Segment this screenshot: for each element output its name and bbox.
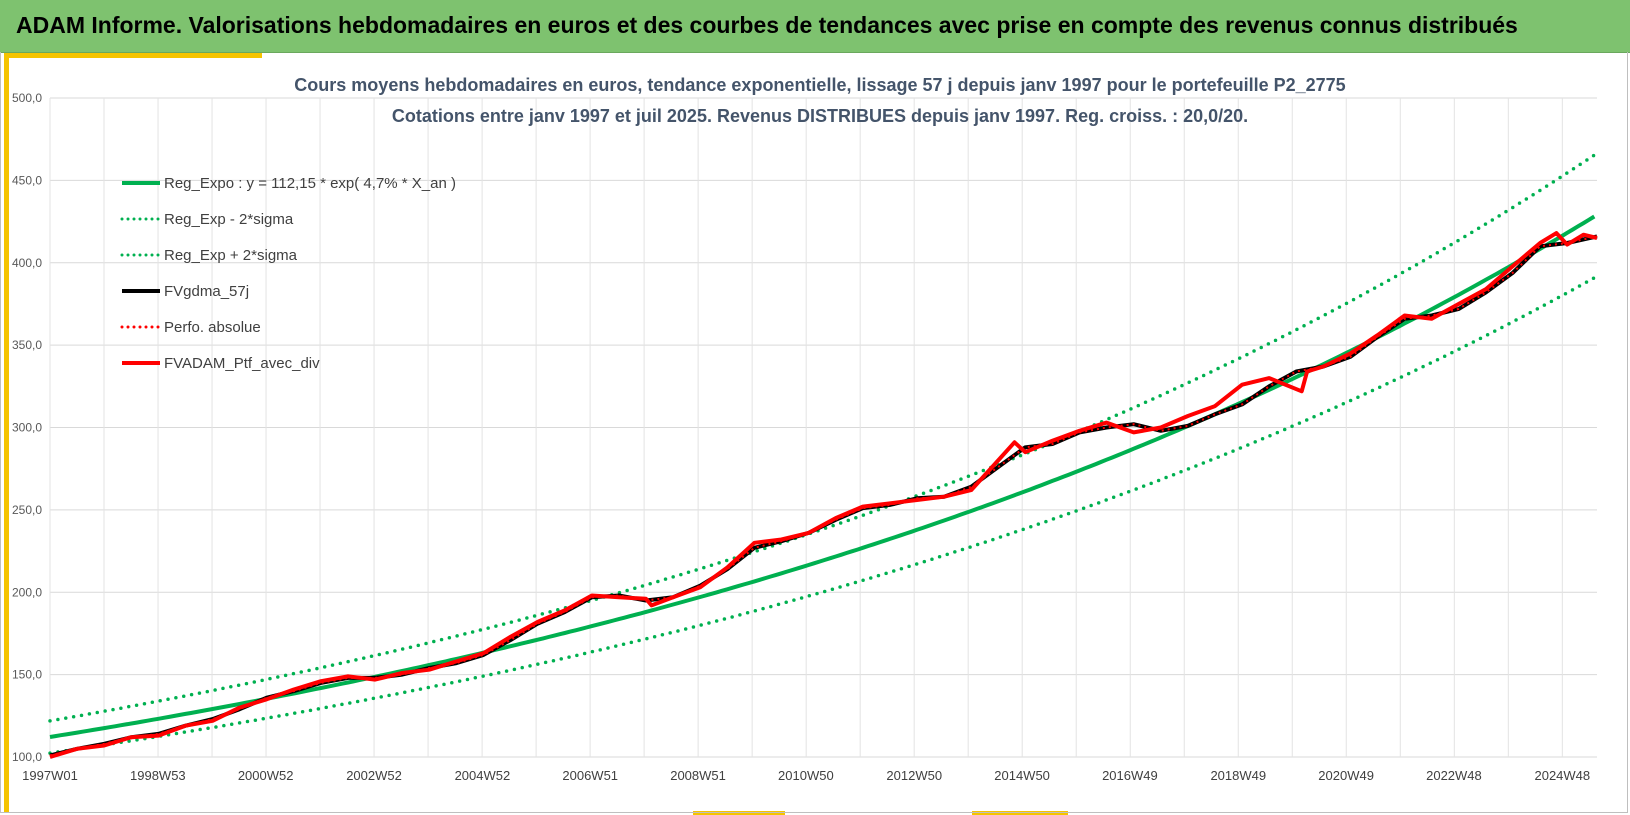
y-tick-label: 500,0 bbox=[12, 91, 42, 105]
accent-bar-bottom-2 bbox=[972, 811, 1068, 815]
x-tick-label: 2014W50 bbox=[994, 768, 1050, 783]
legend-label: Reg_Exp - 2*sigma bbox=[164, 211, 294, 228]
chart-title-line-2: Cotations entre janv 1997 et juil 2025. … bbox=[392, 106, 1248, 126]
x-tick-label: 2022W48 bbox=[1426, 768, 1482, 783]
x-tick-label: 2012W50 bbox=[886, 768, 942, 783]
y-tick-label: 150,0 bbox=[12, 668, 42, 682]
x-tick-label: 2006W51 bbox=[562, 768, 618, 783]
series-reg-minus-2sigma bbox=[48, 276, 1597, 755]
x-tick-label: 2002W52 bbox=[346, 768, 402, 783]
series-reg-expo bbox=[49, 214, 1596, 739]
series-perfo-absolue bbox=[49, 235, 1598, 757]
y-tick-label: 200,0 bbox=[12, 585, 42, 599]
x-tick-label: 2018W49 bbox=[1210, 768, 1266, 783]
x-tick-label: 1998W53 bbox=[130, 768, 186, 783]
page-title: ADAM Informe. Valorisations hebdomadaire… bbox=[16, 12, 1518, 38]
x-tick-label: 2000W52 bbox=[238, 768, 294, 783]
gridlines bbox=[49, 97, 1597, 758]
y-axis-ticks: 100,0 150,0 200,0 250,0 300,0 350,0 400,0 450,0… bbox=[12, 91, 42, 764]
legend-label: FVgdma_57j bbox=[164, 283, 249, 300]
series-lines bbox=[48, 153, 1598, 759]
y-tick-label: 350,0 bbox=[12, 338, 42, 352]
legend-label: Perfo. absolue bbox=[164, 319, 261, 336]
legend-label: Reg_Expo : y = 112,15 * exp( 4,7% * X_an… bbox=[164, 175, 456, 192]
accent-bar-left bbox=[4, 53, 9, 813]
x-tick-label: 2004W52 bbox=[455, 768, 511, 783]
chart-frame bbox=[0, 52, 1628, 813]
x-tick-label: 2024W48 bbox=[1534, 768, 1590, 783]
legend: Reg_Expo : y = 112,15 * exp( 4,7% * X_an… bbox=[120, 175, 456, 372]
legend-label: Reg_Exp + 2*sigma bbox=[164, 247, 298, 264]
series-fvgdma-57j bbox=[49, 234, 1598, 758]
y-tick-label: 300,0 bbox=[12, 421, 42, 435]
x-tick-label: 2016W49 bbox=[1102, 768, 1158, 783]
x-axis-ticks: 1997W01 1998W53 2000W52 2002W52 2004W52 2006W… bbox=[22, 768, 1590, 783]
y-tick-label: 400,0 bbox=[12, 256, 42, 270]
accent-bar-bottom-1 bbox=[693, 811, 785, 815]
y-tick-label: 450,0 bbox=[12, 173, 42, 187]
legend-label: FVADAM_Ptf_avec_div bbox=[164, 355, 320, 372]
x-tick-label: 2008W51 bbox=[670, 768, 726, 783]
accent-bar-top bbox=[4, 53, 262, 58]
series-fvadam-ptf bbox=[49, 231, 1598, 759]
y-tick-label: 250,0 bbox=[12, 503, 42, 517]
x-tick-label: 2010W50 bbox=[778, 768, 834, 783]
title-bar: ADAM Informe. Valorisations hebdomadaire… bbox=[0, 0, 1630, 53]
y-tick-label: 100,0 bbox=[12, 750, 42, 764]
x-tick-label: 2020W49 bbox=[1318, 768, 1374, 783]
series-reg-plus-2sigma bbox=[48, 153, 1597, 723]
x-tick-label: 1997W01 bbox=[22, 768, 78, 783]
chart-title-line-1: Cours moyens hebdomadaires en euros, ten… bbox=[294, 75, 1345, 95]
